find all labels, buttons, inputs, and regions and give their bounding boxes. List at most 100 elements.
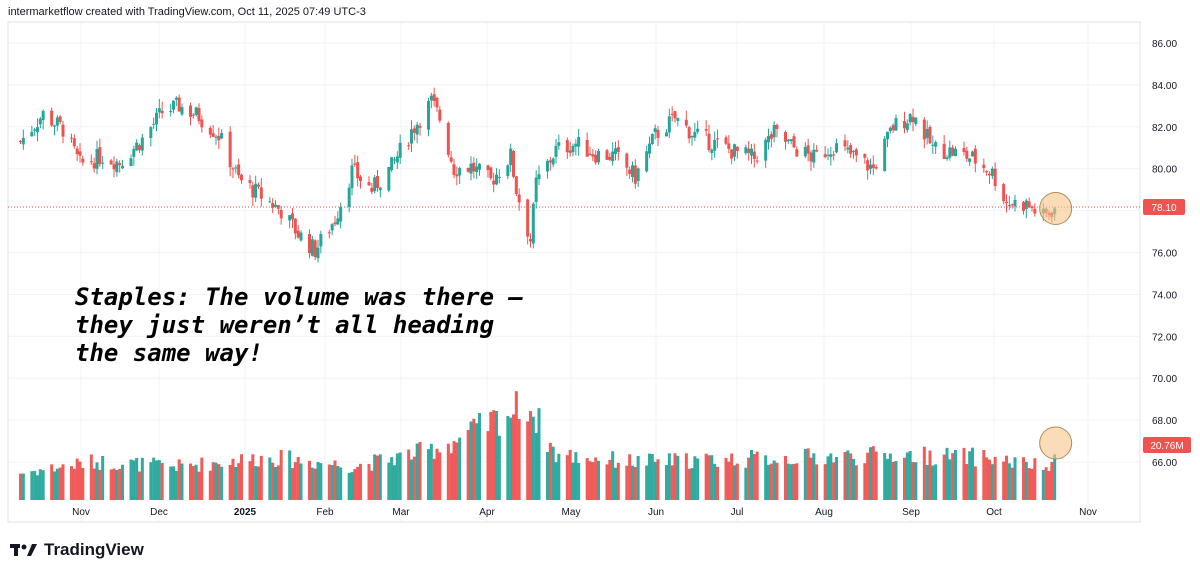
volume-bar <box>160 462 164 500</box>
candle-body <box>883 138 887 172</box>
candle-body <box>75 148 79 154</box>
volume-bar <box>1024 461 1028 500</box>
volume-bar <box>633 466 637 500</box>
candle-body <box>177 97 181 112</box>
volume-bar <box>772 460 776 500</box>
volume-bar <box>350 472 354 500</box>
volume-bar <box>180 463 184 500</box>
candle-body <box>53 125 56 127</box>
volume-bar <box>293 462 297 500</box>
volume-bar <box>359 463 362 500</box>
candle-body <box>772 124 776 138</box>
candle-body <box>962 148 966 153</box>
candle-body <box>330 224 334 231</box>
volume-bar <box>194 464 198 500</box>
volume-bar <box>931 465 935 500</box>
volume-bar <box>101 455 105 500</box>
chart-header: intermarketflow created with TradingView… <box>8 6 366 18</box>
candle-body <box>792 136 796 148</box>
candle-body <box>191 114 195 116</box>
volume-bar <box>237 463 241 500</box>
volume-bar <box>733 465 736 500</box>
candle-body <box>557 142 561 146</box>
chart-annotation: Staples: The volume was there — they jus… <box>75 283 523 367</box>
volume-bar <box>390 457 394 500</box>
candle-body <box>378 187 382 191</box>
candle-body <box>667 116 671 133</box>
volume-bar <box>370 470 374 500</box>
candle-body <box>174 97 178 100</box>
candle-body <box>730 149 734 159</box>
volume-bar <box>1044 467 1048 500</box>
volume-bar <box>288 450 292 500</box>
volume-bar <box>200 457 204 500</box>
tradingview-logo-icon <box>10 544 37 556</box>
candle-body <box>863 153 867 158</box>
candle-body <box>537 174 541 180</box>
candle-body <box>220 133 224 139</box>
volume-bar <box>611 451 615 500</box>
volume-bar <box>469 421 473 500</box>
volume-bar <box>259 455 263 500</box>
volume-bar <box>843 452 847 500</box>
candle-body <box>534 177 538 203</box>
candle-body <box>605 150 609 160</box>
volume-bar <box>347 472 351 500</box>
brand[interactable]: TradingView <box>10 540 144 560</box>
candle-body <box>990 168 994 176</box>
candle-body <box>435 97 439 108</box>
candle-body <box>259 187 263 199</box>
last-volume-label: 20.76M <box>1150 441 1183 452</box>
y-tick-label: 72.00 <box>1152 332 1177 343</box>
candle-body <box>591 154 595 157</box>
x-tick-label: Sep <box>902 507 920 518</box>
candle-body <box>633 165 637 184</box>
candle-body <box>89 161 93 163</box>
candle-body <box>942 143 946 159</box>
candle-body <box>194 107 198 115</box>
candle-body <box>180 107 184 115</box>
volume-bar <box>594 457 598 500</box>
volume-bar <box>353 469 357 500</box>
candle-body <box>684 119 688 126</box>
last-volume-highlight <box>1039 426 1073 460</box>
candle-body <box>458 167 462 176</box>
volume-bar <box>883 453 887 500</box>
volume-bar <box>228 464 232 500</box>
volume-bar <box>786 463 790 500</box>
volume-bar <box>922 446 926 500</box>
candle-body <box>812 149 816 163</box>
volume-bar <box>631 465 634 500</box>
volume-bar <box>458 437 462 500</box>
candle-body <box>823 154 827 158</box>
volume-bar <box>72 468 76 500</box>
volume-bar <box>475 423 479 500</box>
x-tick-label: May <box>562 507 581 518</box>
candle-body <box>846 147 850 150</box>
x-tick-label: 2025 <box>234 507 257 518</box>
y-tick-label: 80.00 <box>1152 165 1177 176</box>
volume-bar <box>240 454 243 500</box>
candle-body <box>376 175 379 188</box>
candle-body <box>588 153 592 155</box>
candle-body <box>982 164 986 169</box>
candle-body <box>157 108 161 113</box>
volume-bar <box>214 462 218 500</box>
volume-bar <box>597 460 600 500</box>
candle-body <box>138 145 141 151</box>
candle-body <box>704 129 708 131</box>
volume-bar <box>254 466 258 500</box>
x-tick-label: Nov <box>1079 507 1097 518</box>
candle-body <box>645 151 649 172</box>
volume-bar <box>152 457 156 500</box>
volume-bar <box>50 464 54 500</box>
candle-body <box>407 145 411 147</box>
volume-bar <box>189 463 192 500</box>
volume-bar <box>696 458 700 500</box>
volume-bar <box>815 464 819 500</box>
volume-bar <box>784 455 787 500</box>
candle-body <box>373 177 377 192</box>
candle-body <box>466 168 470 172</box>
candle-body <box>1005 201 1008 204</box>
